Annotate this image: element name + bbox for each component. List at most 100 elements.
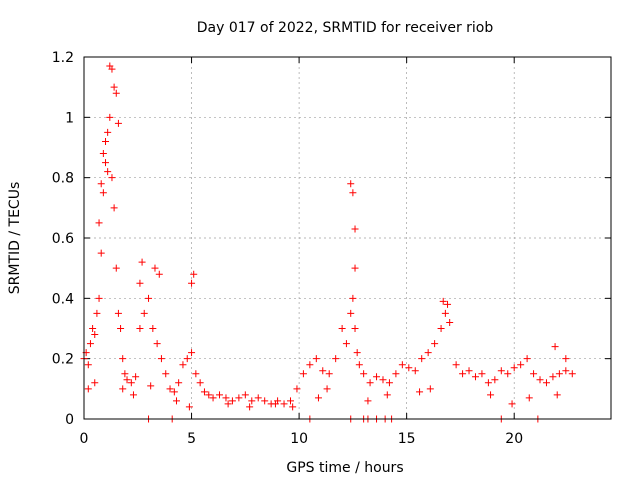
data-point: [95, 294, 103, 302]
data-point: [95, 219, 103, 227]
data-point: [562, 355, 570, 363]
data-point: [123, 376, 131, 384]
data-point: [411, 367, 419, 375]
data-point: [530, 370, 538, 378]
y-tick-label: 0.4: [52, 291, 74, 307]
tick-label-layer: 0 0.2 0.4 0.6 0.8 1 1.2 0 5 10 15 20: [52, 50, 523, 447]
data-point: [325, 370, 333, 378]
data-point: [138, 258, 146, 266]
data-point: [549, 373, 557, 381]
data-point: [444, 300, 452, 308]
data-point: [497, 367, 505, 375]
y-tick-label: 0.6: [52, 231, 74, 247]
data-point: [314, 394, 322, 402]
chart-title: Day 017 of 2022, SRMTID for receiver rio…: [197, 20, 494, 36]
data-point: [132, 373, 140, 381]
data-point: [405, 364, 413, 372]
data-point: [487, 391, 495, 399]
data-point: [241, 391, 249, 399]
data-point: [452, 361, 460, 369]
data-point: [246, 403, 254, 411]
data-point: [439, 297, 447, 305]
x-tick-label: 20: [505, 431, 523, 447]
data-point: [416, 388, 424, 396]
data-point: [271, 400, 279, 408]
data-point: [99, 150, 107, 158]
data-point: [224, 400, 232, 408]
data-point: [97, 180, 105, 188]
data-point: [385, 379, 393, 387]
data-point: [114, 119, 122, 127]
data-point: [349, 294, 357, 302]
y-tick-label: 0.2: [52, 352, 74, 368]
data-point: [86, 340, 94, 348]
data-point: [248, 397, 256, 405]
data-point: [114, 309, 122, 317]
y-tick-label: 1: [65, 110, 74, 126]
data-point: [351, 225, 359, 233]
data-point: [293, 385, 301, 393]
x-tick-label: 5: [187, 431, 196, 447]
data-point: [364, 397, 372, 405]
data-point: [338, 325, 346, 332]
data-point: [108, 174, 116, 182]
data-point: [179, 361, 187, 369]
data-point: [323, 385, 331, 393]
data-point: [153, 340, 161, 348]
data-point: [228, 397, 236, 405]
data-point: [166, 385, 174, 393]
x-tick-label: 10: [290, 431, 308, 447]
data-point: [542, 379, 550, 387]
data-point: [129, 391, 137, 399]
data-point: [510, 364, 518, 372]
data-point: [437, 325, 445, 332]
data-point: [261, 397, 269, 405]
plot-frame: [83, 56, 612, 420]
data-point: [553, 391, 561, 399]
data-point: [478, 370, 486, 378]
data-point: [84, 361, 92, 369]
data-point: [398, 361, 406, 369]
data-point: [151, 264, 159, 272]
data-point: [424, 349, 432, 357]
data-point: [312, 355, 320, 363]
data-point: [188, 279, 196, 287]
data-point: [373, 373, 381, 381]
data-point: [491, 376, 499, 384]
data-point: [89, 325, 97, 332]
data-point: [91, 379, 99, 387]
data-point: [355, 361, 363, 369]
points-layer: [80, 62, 576, 423]
data-point: [286, 397, 294, 405]
data-point: [145, 294, 153, 302]
data-point: [170, 388, 178, 396]
data-point: [431, 340, 439, 348]
data-point: [471, 373, 479, 381]
x-axis-label: GPS time / hours: [286, 460, 403, 476]
data-point: [508, 400, 516, 408]
data-point: [108, 65, 116, 73]
data-point: [418, 355, 426, 363]
data-point: [140, 309, 148, 317]
data-point: [351, 325, 359, 332]
data-point: [446, 318, 454, 326]
data-point: [196, 379, 204, 387]
data-point: [216, 391, 224, 399]
data-point: [104, 128, 112, 136]
data-point: [459, 370, 467, 378]
data-point: [319, 367, 327, 375]
data-point: [222, 394, 230, 402]
data-point: [97, 249, 105, 257]
data-point: [157, 355, 165, 363]
data-point: [185, 403, 193, 411]
data-point: [555, 370, 563, 378]
data-point: [280, 400, 288, 408]
data-point: [347, 180, 355, 188]
data-point: [106, 113, 114, 121]
data-point: [192, 370, 200, 378]
y-tick-label: 0.8: [52, 171, 74, 187]
data-point: [551, 343, 559, 351]
data-point: [289, 403, 297, 411]
data-point: [102, 159, 110, 167]
